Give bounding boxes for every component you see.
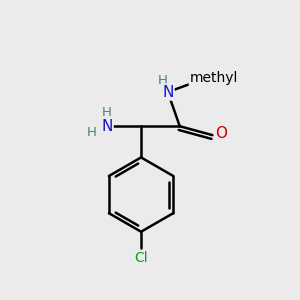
Text: H: H	[102, 106, 112, 119]
Text: H: H	[158, 74, 167, 87]
Text: methyl: methyl	[190, 71, 238, 85]
Text: O: O	[215, 126, 227, 141]
Text: N: N	[162, 85, 173, 100]
Text: N: N	[101, 119, 112, 134]
Text: H: H	[87, 126, 97, 139]
Text: Cl: Cl	[134, 251, 148, 266]
